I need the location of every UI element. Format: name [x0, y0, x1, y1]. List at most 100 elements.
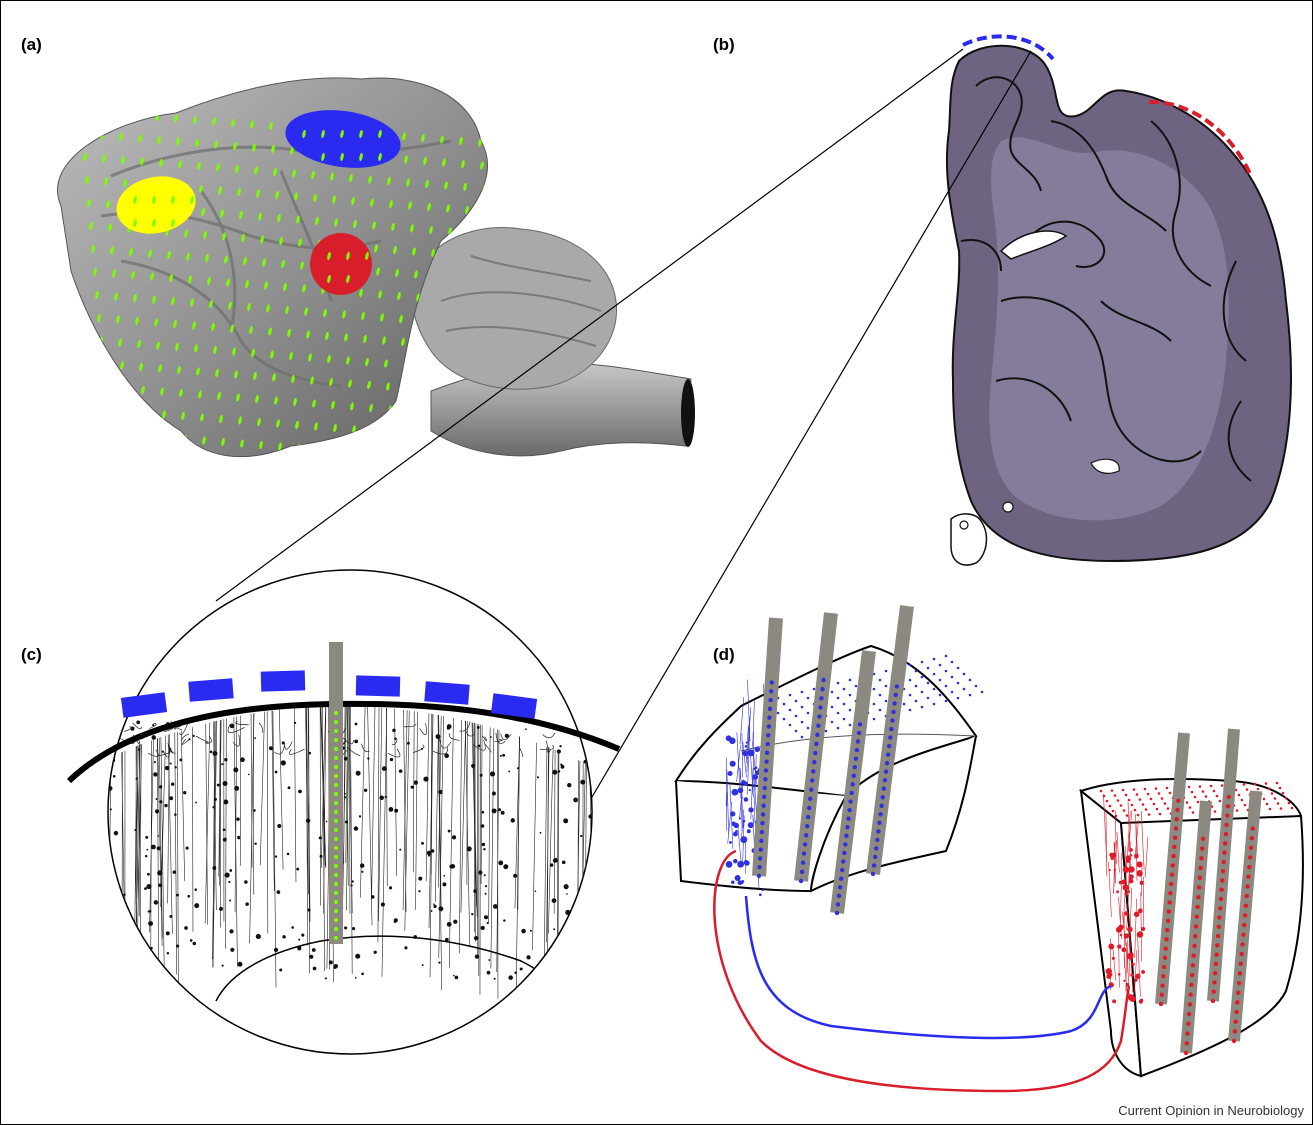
electrode-contact — [245, 279, 249, 289]
electrode-contact — [217, 391, 221, 401]
electrode-contact — [85, 175, 89, 185]
electrode-contact — [272, 373, 276, 382]
electrode-contact — [404, 155, 408, 164]
electrode-contact — [325, 331, 329, 341]
electrode-contact — [487, 459, 492, 468]
electrode-contact — [330, 172, 334, 181]
electrode-contact — [273, 167, 277, 177]
electrode-contact — [203, 230, 207, 240]
electrode-contact — [465, 205, 469, 215]
electrode-contact — [276, 419, 280, 428]
electrode-contact — [368, 175, 372, 184]
electrode-contact — [367, 380, 371, 390]
journal-credit: Current Opinion in Neurobiology — [1118, 1103, 1304, 1118]
electrode-contact — [218, 186, 222, 195]
electrode-contact — [93, 267, 97, 277]
electrode-contact — [198, 390, 202, 399]
electrode-contact — [238, 416, 242, 425]
electrode-contact — [102, 154, 106, 163]
axon-blue — [744, 895, 1112, 1040]
electrode-contact — [313, 193, 317, 203]
electrode-contact — [363, 334, 367, 344]
electrode-contact — [351, 196, 355, 206]
electrode-contact — [315, 216, 319, 226]
electrode-contact — [200, 413, 204, 422]
electrode-contact — [289, 351, 293, 361]
electrode-contact — [243, 256, 247, 266]
electrode-contact — [157, 135, 161, 145]
electrode-contact — [177, 365, 181, 375]
electrode-contact — [173, 319, 177, 329]
electrode-contact — [103, 382, 107, 392]
electrode-contact — [334, 218, 338, 227]
electrode-contact — [232, 347, 236, 356]
electrode-contact — [291, 374, 295, 384]
electrode-contact — [296, 215, 300, 224]
section-fragment — [950, 513, 988, 566]
electrode-contact — [249, 325, 253, 335]
electrode-contact — [135, 316, 139, 326]
electrode-contact — [222, 232, 226, 241]
electrode-contact — [387, 176, 391, 186]
electrode-contact — [408, 201, 412, 210]
electrode-contact — [401, 337, 405, 347]
electrode-contact — [216, 163, 220, 172]
electrode-contact — [270, 350, 274, 359]
electrode-contact — [164, 433, 168, 442]
electrode-contact — [268, 327, 272, 336]
electrode-contact — [342, 310, 346, 319]
electrode-contact — [79, 106, 83, 116]
electrode-contact — [162, 410, 166, 419]
electrode-contact — [277, 213, 281, 223]
electrode-contact — [392, 451, 396, 457]
electrode-contact — [384, 359, 388, 368]
electrode-contact — [116, 315, 120, 324]
electrode-contact — [409, 429, 413, 439]
electrode-contact — [236, 393, 240, 402]
electrode-contact — [224, 255, 228, 264]
electrode-contact — [428, 431, 432, 440]
panel-c-cortex-zoom — [66, 569, 621, 1055]
electrode-contact — [275, 190, 279, 200]
panel-label-b: (b) — [713, 35, 735, 54]
electrode-contact — [346, 356, 350, 365]
electrode-contact — [312, 399, 316, 408]
electrode-contact — [323, 308, 327, 318]
panel-label-c: (c) — [21, 645, 42, 664]
electrode-contact — [201, 207, 205, 217]
penetrating-probes — [752, 605, 1262, 1056]
electrode-contact — [414, 270, 418, 279]
electrode-contact — [316, 445, 320, 454]
electrode-contact — [344, 333, 348, 342]
electrode-contact — [310, 376, 314, 385]
electrode-contact — [251, 348, 255, 358]
electrode-contact — [354, 448, 358, 457]
electrode-contact — [314, 422, 318, 431]
electrode-contact — [461, 159, 465, 169]
electrode-contact — [442, 158, 446, 167]
electrode-contact — [215, 368, 219, 378]
electrode-contact — [468, 457, 473, 466]
electrode-contact — [250, 120, 254, 129]
electrode-contact — [359, 288, 363, 298]
electrode-contact — [143, 408, 147, 418]
electrode-contact — [196, 367, 200, 376]
electrode-contact — [271, 144, 275, 154]
electrode-contact — [139, 362, 143, 372]
panel-b-section — [945, 34, 1292, 566]
electrode-contact — [97, 313, 101, 323]
electrode-contact — [179, 388, 183, 398]
electrode-contact — [83, 152, 87, 162]
electrode-contact — [422, 362, 426, 371]
electrode-contact — [231, 118, 235, 128]
panel-d-blocks — [674, 605, 1304, 1093]
electrode-contact — [237, 187, 241, 197]
electrode-contact — [274, 396, 278, 405]
electrode-contact — [121, 155, 125, 165]
electrode-contact — [136, 111, 140, 120]
gyri-contours — [960, 76, 1252, 482]
electrode-contact — [371, 426, 375, 436]
region-blue — [285, 110, 401, 168]
electrode-contact — [235, 164, 239, 174]
electrode-contact — [137, 339, 141, 349]
